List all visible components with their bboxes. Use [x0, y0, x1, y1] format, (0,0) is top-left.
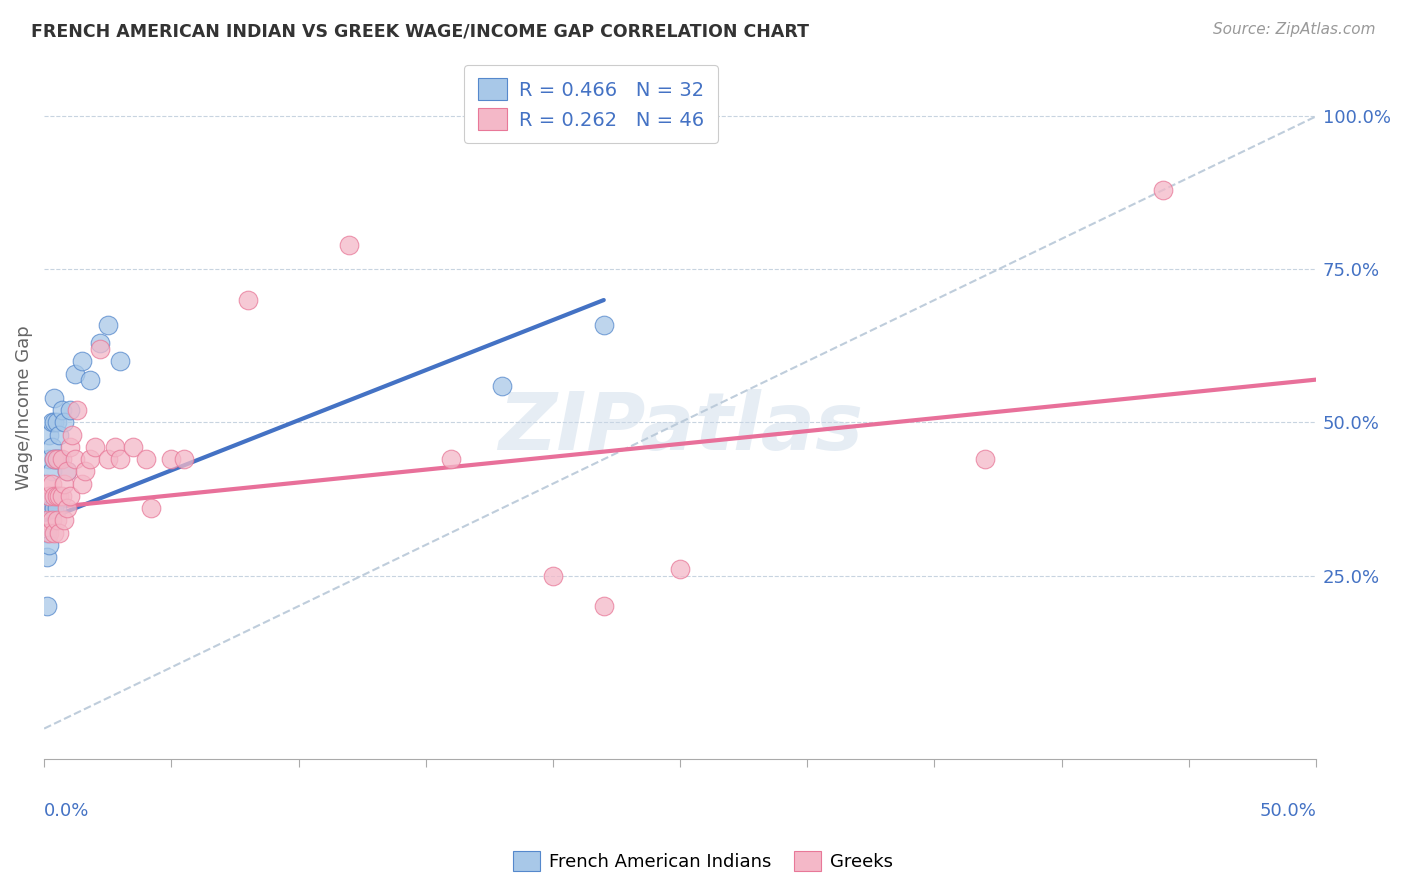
Point [236, 293, 259, 307]
Legend: R = 0.466   N = 32, R = 0.262   N = 46: R = 0.466 N = 32, R = 0.262 N = 46 [464, 65, 717, 144]
Point [122, 440, 145, 454]
Point [110, 354, 132, 368]
Point [44, 525, 66, 540]
Point [48, 452, 70, 467]
Point [44, 416, 66, 430]
Point [592, 599, 614, 614]
Point [41, 465, 63, 479]
Point [160, 452, 183, 467]
Point [35, 513, 58, 527]
Point [41, 513, 63, 527]
Point [72, 476, 94, 491]
Point [63, 367, 86, 381]
Point [45, 489, 67, 503]
Point [97, 318, 120, 332]
Text: 50.0%: 50.0% [1260, 802, 1316, 820]
Point [73, 465, 96, 479]
Point [41, 476, 63, 491]
Point [44, 501, 66, 516]
Point [48, 489, 70, 503]
Point [104, 440, 127, 454]
Point [48, 525, 70, 540]
Text: 0.0%: 0.0% [44, 802, 90, 820]
Point [51, 452, 73, 467]
Point [337, 238, 360, 252]
Point [139, 501, 162, 516]
Point [110, 452, 132, 467]
Point [173, 452, 195, 467]
Point [41, 501, 63, 516]
Point [44, 452, 66, 467]
Point [97, 452, 120, 467]
Point [41, 416, 63, 430]
Legend: French American Indians, Greeks: French American Indians, Greeks [506, 844, 900, 879]
Point [45, 416, 67, 430]
Point [35, 599, 58, 614]
Point [135, 452, 157, 467]
Point [44, 452, 66, 467]
Point [51, 403, 73, 417]
Text: FRENCH AMERICAN INDIAN VS GREEK WAGE/INCOME GAP CORRELATION CHART: FRENCH AMERICAN INDIAN VS GREEK WAGE/INC… [31, 22, 808, 40]
Point [53, 513, 76, 527]
Point [58, 489, 80, 503]
Point [58, 403, 80, 417]
Point [38, 538, 60, 552]
Point [66, 403, 89, 417]
Point [89, 342, 111, 356]
Point [38, 489, 60, 503]
Point [45, 501, 67, 516]
Point [38, 489, 60, 503]
Point [45, 452, 67, 467]
Text: Source: ZipAtlas.com: Source: ZipAtlas.com [1212, 22, 1375, 37]
Point [440, 452, 463, 467]
Text: ZIPatlas: ZIPatlas [498, 389, 863, 467]
Point [669, 562, 692, 576]
Point [60, 427, 83, 442]
Point [592, 318, 614, 332]
Point [35, 476, 58, 491]
Point [35, 525, 58, 540]
Point [79, 373, 101, 387]
Point [974, 452, 997, 467]
Point [541, 568, 564, 582]
Point [58, 440, 80, 454]
Point [51, 489, 73, 503]
Point [491, 378, 513, 392]
Point [63, 452, 86, 467]
Point [1152, 183, 1174, 197]
Point [44, 489, 66, 503]
Point [56, 501, 79, 516]
Point [48, 427, 70, 442]
Point [41, 440, 63, 454]
Point [53, 476, 76, 491]
Point [89, 335, 111, 350]
Point [45, 452, 67, 467]
Point [79, 452, 101, 467]
Point [38, 525, 60, 540]
Point [72, 354, 94, 368]
Point [44, 391, 66, 405]
Point [35, 550, 58, 565]
Point [38, 452, 60, 467]
Point [38, 427, 60, 442]
Point [53, 416, 76, 430]
Point [84, 440, 107, 454]
Point [56, 465, 79, 479]
Y-axis label: Wage/Income Gap: Wage/Income Gap [15, 325, 32, 490]
Point [45, 513, 67, 527]
Point [56, 465, 79, 479]
